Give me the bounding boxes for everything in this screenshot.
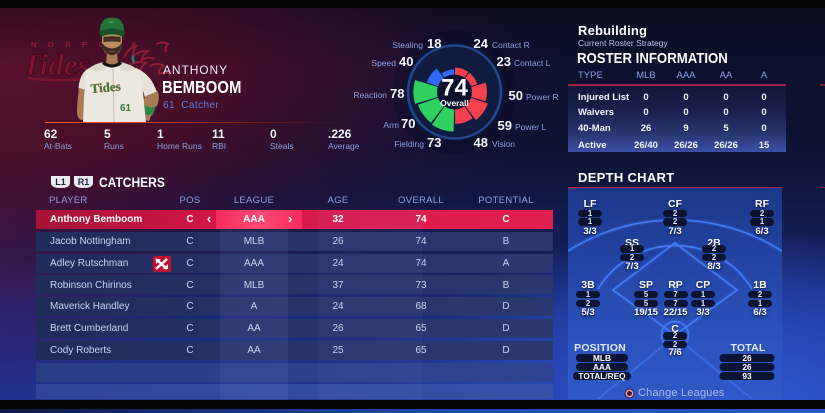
svg-text:L1: L1 xyxy=(55,177,66,187)
svg-text:Overall: Overall xyxy=(440,98,468,108)
svg-text:74: 74 xyxy=(441,75,468,102)
svg-text:NORFOLK: NORFOLK xyxy=(31,40,149,49)
svg-text:61: 61 xyxy=(120,103,132,114)
svg-text:R1: R1 xyxy=(78,177,90,187)
svg-text:Tides: Tides xyxy=(28,47,90,82)
svg-text:Tides: Tides xyxy=(90,78,121,96)
